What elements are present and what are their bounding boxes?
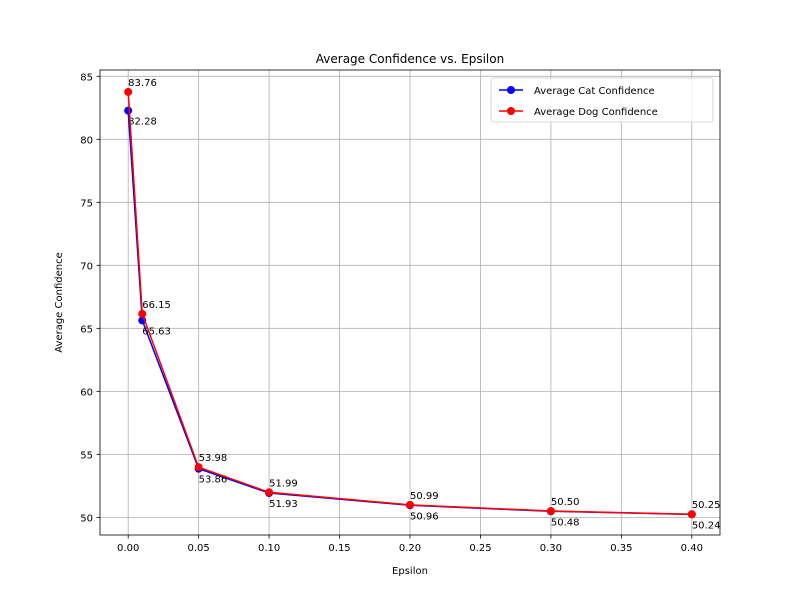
legend-label: Average Dog Confidence: [534, 107, 658, 118]
data-label: 51.99: [269, 478, 298, 489]
data-label: 50.96: [410, 511, 439, 522]
y-tick-label: 65: [80, 324, 93, 335]
x-axis-label: Epsilon: [392, 566, 428, 577]
data-label: 65.63: [142, 326, 171, 337]
y-axis-label: Average Confidence: [54, 252, 65, 352]
x-tick-label: 0.25: [469, 543, 491, 554]
x-tick-label: 0.10: [258, 543, 280, 554]
x-tick-label: 0.35: [610, 543, 632, 554]
data-label: 83.76: [128, 78, 157, 89]
y-tick-label: 75: [80, 198, 93, 209]
data-point: [406, 500, 414, 509]
data-point: [265, 488, 274, 497]
y-tick-label: 55: [80, 450, 93, 461]
y-tick-label: 50: [80, 513, 93, 524]
data-label: 53.98: [199, 453, 228, 464]
data-point: [687, 510, 696, 519]
data-label: 50.24: [692, 520, 721, 531]
legend: Average Cat Confidence Average Dog Confid…: [490, 77, 714, 123]
legend-item-dog: Average Dog Confidence: [499, 107, 658, 118]
y-tick-label: 85: [80, 72, 93, 83]
grid-lines: [100, 70, 720, 535]
x-tick-label: 0.05: [188, 543, 210, 554]
x-tick-label: 0.30: [540, 543, 562, 554]
data-point: [124, 106, 133, 115]
y-tick-label: 80: [80, 135, 93, 146]
series-dog: 83.76 66.15 53.98 51.99 50.99 50.50 50.25: [124, 78, 721, 519]
data-label: 82.28: [128, 117, 157, 128]
chart-title: Average Confidence vs. Epsilon: [316, 52, 504, 66]
data-label: 66.15: [142, 300, 171, 311]
x-tick-label: 0.00: [117, 543, 139, 554]
data-label: 50.99: [410, 491, 439, 502]
axis-ticks: 0.00 0.05 0.10 0.15 0.20 0.25 0.30 0.35 0.40 50 55…: [80, 72, 703, 554]
legend-box: [490, 77, 714, 123]
data-label: 53.86: [199, 475, 228, 486]
legend-marker: [507, 86, 515, 94]
data-label: 50.25: [692, 500, 721, 511]
data-label: 50.50: [551, 497, 580, 508]
data-point: [138, 309, 147, 318]
data-point: [124, 87, 133, 96]
y-tick-label: 70: [80, 261, 93, 272]
x-tick-label: 0.20: [399, 543, 421, 554]
legend-marker: [507, 107, 515, 115]
data-label: 51.93: [269, 499, 298, 510]
x-tick-label: 0.40: [681, 543, 703, 554]
data-label: 50.48: [551, 517, 580, 528]
legend-label: Average Cat Confidence: [534, 86, 655, 97]
data-point: [546, 507, 555, 516]
legend-item-cat: Average Cat Confidence: [499, 86, 655, 97]
data-point: [194, 463, 203, 472]
y-tick-label: 60: [80, 387, 93, 398]
x-tick-label: 0.15: [328, 543, 350, 554]
